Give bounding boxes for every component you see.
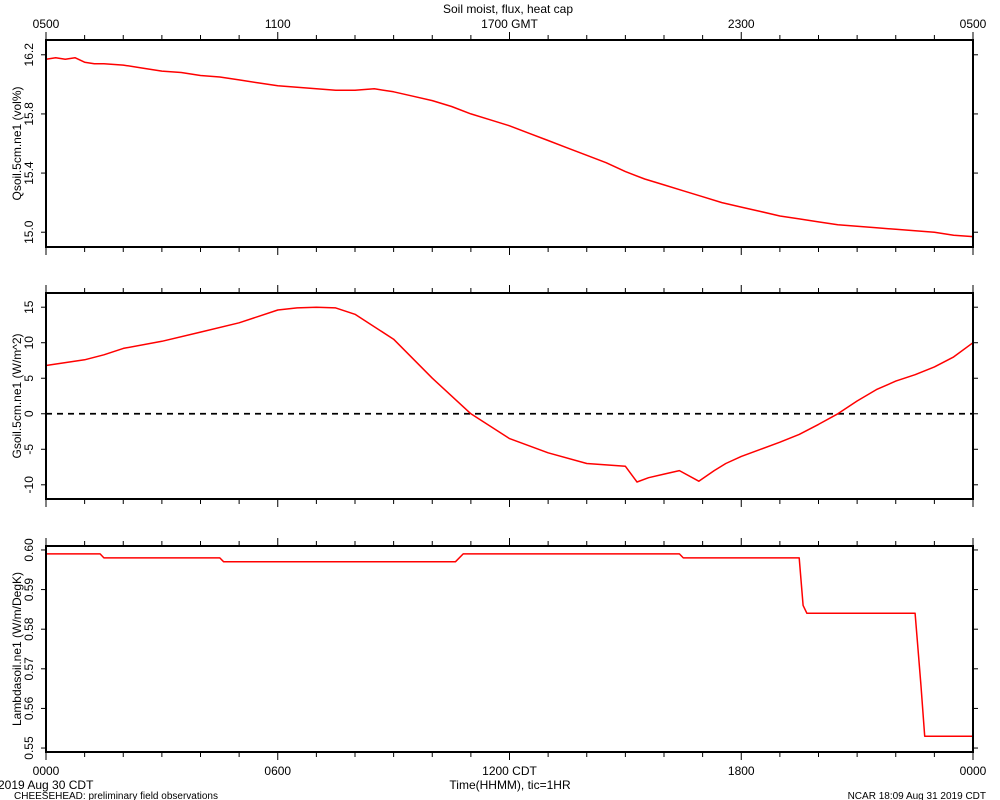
y-tick-label: 5 bbox=[22, 375, 36, 382]
top-tick-label: 2300 bbox=[728, 17, 755, 31]
footer-date: 2019 Aug 30 CDT bbox=[0, 778, 94, 792]
y-tick-label: 0.57 bbox=[22, 657, 36, 681]
y-tick-label: 15.8 bbox=[22, 102, 36, 126]
footer-source: CHEESEHEAD: preliminary field observatio… bbox=[14, 791, 218, 800]
panel-2: -10 -5 0 5 10 15 Gsoil.5cm.ne1 (W/m^2) bbox=[10, 285, 978, 507]
top-tick-label: 1100 bbox=[265, 17, 291, 31]
y-axis-label: Qsoil.5cm.ne1 (vol%) bbox=[10, 86, 24, 200]
series-line bbox=[45, 56, 974, 238]
bottom-tick-label: 0000 bbox=[960, 764, 987, 778]
bottom-tick-label: 0000 bbox=[33, 764, 60, 778]
bottom-tick-label: 1200 CDT bbox=[482, 764, 537, 778]
y-axis-label: Gsoil.5cm.ne1 (W/m^2) bbox=[10, 334, 24, 459]
top-tick-label: 0500 bbox=[33, 17, 60, 31]
y-tick-label: 15.4 bbox=[22, 161, 36, 185]
series-line bbox=[45, 306, 974, 483]
y-tick-label: 0.58 bbox=[22, 617, 36, 641]
x-axis-label: Time(HHMM), tic=1HR bbox=[449, 778, 571, 792]
bottom-tick-label: 0600 bbox=[264, 764, 291, 778]
y-tick-label: 0.56 bbox=[22, 696, 36, 720]
plot-frame bbox=[45, 545, 974, 753]
y-tick-label: 15.0 bbox=[22, 220, 36, 244]
top-tick-label: 0500 bbox=[960, 17, 987, 31]
y-tick-label: -5 bbox=[22, 444, 36, 455]
y-tick-label: 0.55 bbox=[22, 736, 36, 760]
y-tick-label: 0.60 bbox=[22, 538, 36, 562]
y-tick-label: 10 bbox=[22, 336, 36, 350]
bottom-tick-label: 1800 bbox=[728, 764, 755, 778]
y-tick-label: -10 bbox=[22, 476, 36, 494]
footer-stamp: NCAR 18:09 Aug 31 2019 CDT bbox=[848, 791, 986, 800]
y-tick-label: 16.2 bbox=[22, 43, 36, 67]
y-tick-label: 15 bbox=[22, 300, 36, 314]
plot-frame bbox=[45, 39, 974, 248]
plot-frame bbox=[45, 292, 974, 500]
y-tick-label: 0.59 bbox=[22, 578, 36, 602]
top-axis-tick-labels: 0500 1100 1700 GMT 2300 0500 bbox=[33, 17, 987, 31]
chart-title: Soil moist, flux, heat cap bbox=[443, 2, 573, 16]
panel-1: 15.0 15.4 15.8 16.2 Qsoil.5cm.ne1 (vol%) bbox=[10, 32, 978, 255]
y-axis-label: Lambdasoil.ne1 (W/m/DegK) bbox=[10, 572, 24, 726]
series-line bbox=[46, 553, 973, 737]
panel-3: 0.55 0.56 0.57 0.58 0.59 0.60 Lambdasoil.ne1 (… bbox=[10, 538, 978, 760]
top-tick-label: 1700 GMT bbox=[481, 17, 538, 31]
y-tick-label: 0 bbox=[22, 410, 36, 417]
bottom-axis-tick-labels: 0000 0600 1200 CDT 1800 0000 bbox=[33, 764, 987, 778]
